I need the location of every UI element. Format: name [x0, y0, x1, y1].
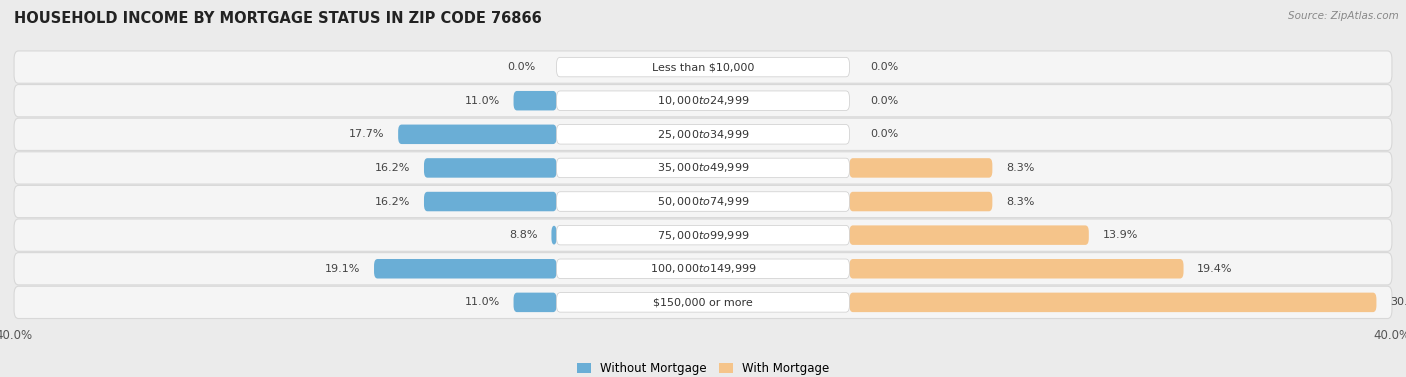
FancyBboxPatch shape: [557, 91, 849, 110]
Text: $25,000 to $34,999: $25,000 to $34,999: [657, 128, 749, 141]
Text: 19.4%: 19.4%: [1198, 264, 1233, 274]
Text: 16.2%: 16.2%: [375, 196, 411, 207]
FancyBboxPatch shape: [14, 185, 1392, 218]
FancyBboxPatch shape: [425, 158, 557, 178]
FancyBboxPatch shape: [849, 158, 993, 178]
FancyBboxPatch shape: [425, 192, 557, 211]
Text: $10,000 to $24,999: $10,000 to $24,999: [657, 94, 749, 107]
Text: $100,000 to $149,999: $100,000 to $149,999: [650, 262, 756, 275]
FancyBboxPatch shape: [14, 253, 1392, 285]
Text: 8.3%: 8.3%: [1007, 163, 1035, 173]
FancyBboxPatch shape: [557, 158, 849, 178]
Text: $50,000 to $74,999: $50,000 to $74,999: [657, 195, 749, 208]
FancyBboxPatch shape: [849, 293, 1376, 312]
Text: $150,000 or more: $150,000 or more: [654, 297, 752, 307]
Text: $75,000 to $99,999: $75,000 to $99,999: [657, 228, 749, 242]
FancyBboxPatch shape: [14, 152, 1392, 184]
FancyBboxPatch shape: [14, 84, 1392, 117]
FancyBboxPatch shape: [14, 219, 1392, 251]
Text: $35,000 to $49,999: $35,000 to $49,999: [657, 161, 749, 175]
Legend: Without Mortgage, With Mortgage: Without Mortgage, With Mortgage: [572, 357, 834, 377]
Text: 11.0%: 11.0%: [464, 297, 499, 307]
FancyBboxPatch shape: [849, 259, 1184, 279]
FancyBboxPatch shape: [14, 286, 1392, 319]
FancyBboxPatch shape: [557, 293, 849, 312]
Text: 0.0%: 0.0%: [870, 96, 898, 106]
FancyBboxPatch shape: [551, 225, 557, 245]
FancyBboxPatch shape: [557, 124, 849, 144]
Text: 0.0%: 0.0%: [870, 129, 898, 139]
FancyBboxPatch shape: [557, 57, 849, 77]
Text: 17.7%: 17.7%: [349, 129, 384, 139]
FancyBboxPatch shape: [513, 293, 557, 312]
FancyBboxPatch shape: [557, 225, 849, 245]
Text: Less than $10,000: Less than $10,000: [652, 62, 754, 72]
FancyBboxPatch shape: [557, 192, 849, 211]
FancyBboxPatch shape: [374, 259, 557, 279]
Text: 0.0%: 0.0%: [508, 62, 536, 72]
Text: 30.6%: 30.6%: [1391, 297, 1406, 307]
Text: 16.2%: 16.2%: [375, 163, 411, 173]
Text: Source: ZipAtlas.com: Source: ZipAtlas.com: [1288, 11, 1399, 21]
FancyBboxPatch shape: [557, 259, 849, 279]
FancyBboxPatch shape: [14, 118, 1392, 150]
FancyBboxPatch shape: [14, 51, 1392, 83]
FancyBboxPatch shape: [398, 124, 557, 144]
Text: 0.0%: 0.0%: [870, 62, 898, 72]
FancyBboxPatch shape: [849, 225, 1088, 245]
FancyBboxPatch shape: [513, 91, 557, 110]
Text: 11.0%: 11.0%: [464, 96, 499, 106]
Text: 19.1%: 19.1%: [325, 264, 360, 274]
Text: 13.9%: 13.9%: [1102, 230, 1137, 240]
FancyBboxPatch shape: [849, 192, 993, 211]
Text: 8.3%: 8.3%: [1007, 196, 1035, 207]
Text: HOUSEHOLD INCOME BY MORTGAGE STATUS IN ZIP CODE 76866: HOUSEHOLD INCOME BY MORTGAGE STATUS IN Z…: [14, 11, 541, 26]
Text: 8.8%: 8.8%: [509, 230, 537, 240]
